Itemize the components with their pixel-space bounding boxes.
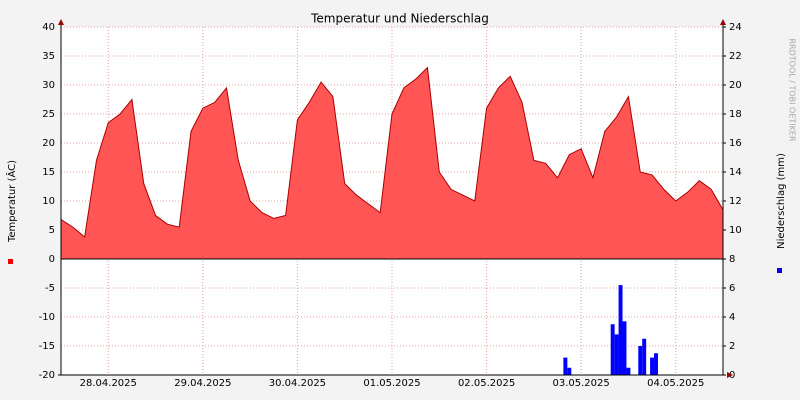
y-tick-label: 20	[42, 138, 55, 149]
y2-tick-label: 8	[729, 254, 735, 265]
y2-tick-label: 2	[729, 341, 735, 352]
y-axis-label: Temperatur (ÂC)	[5, 160, 18, 243]
y-tick-label: -15	[39, 341, 55, 352]
precipitation-bar	[654, 353, 658, 375]
precipitation-bar	[650, 357, 655, 375]
y2-tick-label: 16	[729, 138, 742, 149]
y2-axis-label: Niederschlag (mm)	[776, 153, 787, 249]
y-tick-label: 35	[42, 51, 55, 62]
y-tick-label: -20	[39, 370, 55, 381]
chart-title: Temperatur und Niederschlag	[310, 12, 489, 26]
legend-swatch	[8, 259, 13, 264]
y-tick-label: 10	[42, 196, 55, 207]
axis-arrow	[727, 372, 733, 378]
y2-tick-label: 10	[729, 225, 742, 236]
y-tick-label: 15	[42, 167, 55, 178]
y2-tick-label: 22	[729, 51, 742, 62]
precipitation-bar	[618, 285, 623, 375]
y-tick-label: -10	[39, 312, 55, 323]
y2-tick-label: 18	[729, 109, 742, 120]
precipitation-bar	[567, 367, 572, 375]
y2-tick-label: 20	[729, 80, 742, 91]
y2-tick-label: 6	[729, 283, 735, 294]
x-tick-label: 28.04.2025	[80, 378, 137, 389]
precipitation-bar	[614, 334, 619, 375]
axis-arrow	[720, 19, 726, 25]
temperature-area	[61, 67, 723, 259]
y2-tick-label: 24	[729, 22, 742, 33]
y2-tick-label: 4	[729, 312, 735, 323]
y2-tick-label: 0	[729, 370, 735, 381]
x-tick-label: 29.04.2025	[174, 378, 231, 389]
precipitation-bar	[638, 346, 643, 375]
temperature-line	[60, 66, 724, 238]
x-tick-label: 01.05.2025	[363, 378, 420, 389]
watermark: RRDTOOL / TOBI OETIKER	[788, 38, 797, 141]
x-tick-label: 30.04.2025	[269, 378, 326, 389]
y-tick-label: 25	[42, 109, 55, 120]
precipitation-bar	[622, 321, 627, 375]
precipitation-bar	[563, 357, 568, 375]
x-tick-label: 02.05.2025	[458, 378, 515, 389]
y-tick-label: 0	[49, 254, 55, 265]
precipitation-bar	[610, 324, 615, 375]
y-tick-label: 40	[42, 22, 55, 33]
precipitation-bar	[642, 338, 647, 375]
y2-tick-label: 14	[729, 167, 742, 178]
y2-tick-label: 12	[729, 196, 742, 207]
x-tick-label: 03.05.2025	[553, 378, 610, 389]
y-tick-label: 5	[49, 225, 55, 236]
y-tick-label: -5	[45, 283, 55, 294]
axis-arrow	[58, 19, 64, 25]
legend-swatch	[777, 268, 782, 273]
y-tick-label: 30	[42, 80, 55, 91]
precipitation-bar	[626, 367, 631, 375]
x-tick-label: 04.05.2025	[647, 378, 704, 389]
